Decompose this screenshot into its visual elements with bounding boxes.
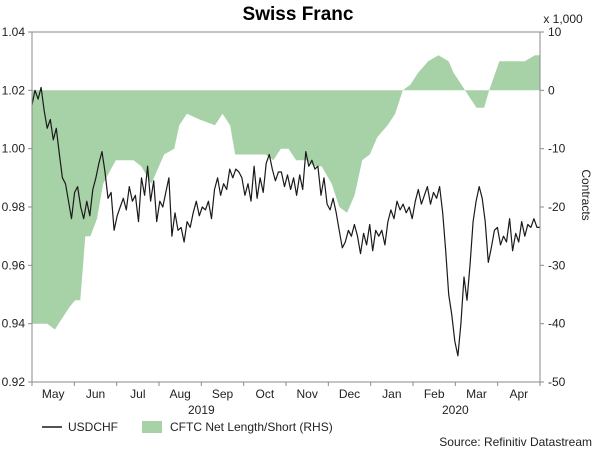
x-axis-month-label: Apr [509,387,528,401]
x-axis: May Jun Jul Aug Sep Oct Nov Dec Jan Feb Mar Apr 2019… [31,382,541,417]
right-axis-tick-label: -20 [548,200,566,214]
cftc-area-series [32,55,540,330]
right-axis-label: Contracts [579,169,593,220]
left-axis-tick-label: 1.04 [2,25,26,39]
left-axis: 0.92 0.94 0.96 0.98 1.00 1.02 1.04 [2,25,32,389]
chart-title: Swiss Franc [243,4,354,25]
legend-cftc-swatch [142,421,162,433]
x-axis-month-label: Jan [382,387,401,401]
chart-area [31,55,540,357]
source-note: Source: Refinitiv Datastream [439,435,592,449]
right-axis-tick-label: -50 [548,375,566,389]
left-axis-tick-label: 0.94 [2,317,26,331]
x-axis-year-label: 2019 [188,403,215,417]
right-axis-tick-label: -40 [548,317,566,331]
x-axis-month-label: Aug [169,387,190,401]
x-axis-month-label: Dec [339,387,360,401]
right-axis-tick-label: 10 [548,25,562,39]
left-axis-tick-label: 1.00 [2,142,26,156]
x-axis-month-label: Oct [255,387,274,401]
legend: USDCHF CFTC Net Length/Short (RHS) [42,420,333,434]
left-axis-tick-label: 0.98 [2,200,26,214]
left-axis-tick-label: 1.02 [2,83,26,97]
x-axis-month-label: Nov [296,387,317,401]
x-axis-month-label: May [42,387,65,401]
x-axis-month-label: Feb [424,387,445,401]
left-axis-tick-label: 0.96 [2,258,26,272]
right-axis-tick-label: -30 [548,258,566,272]
legend-cftc-label: CFTC Net Length/Short (RHS) [170,420,333,434]
x-axis-month-label: Jun [86,387,105,401]
usdchf-line-series [31,86,540,357]
legend-usdchf-label: USDCHF [68,420,118,434]
x-axis-month-label: Sep [212,387,234,401]
x-axis-month-label: Mar [466,387,487,401]
right-axis: -50 -40 -30 -20 -10 0 10 [540,25,566,389]
right-axis-tick-label: -10 [548,142,566,156]
plot-frame [31,31,541,383]
x-axis-month-label: Jul [130,387,145,401]
left-axis-tick-label: 0.92 [2,375,26,389]
right-axis-tick-label: 0 [548,83,555,97]
right-axis-multiplier: x 1,000 [543,12,583,26]
x-axis-year-label: 2020 [442,403,469,417]
